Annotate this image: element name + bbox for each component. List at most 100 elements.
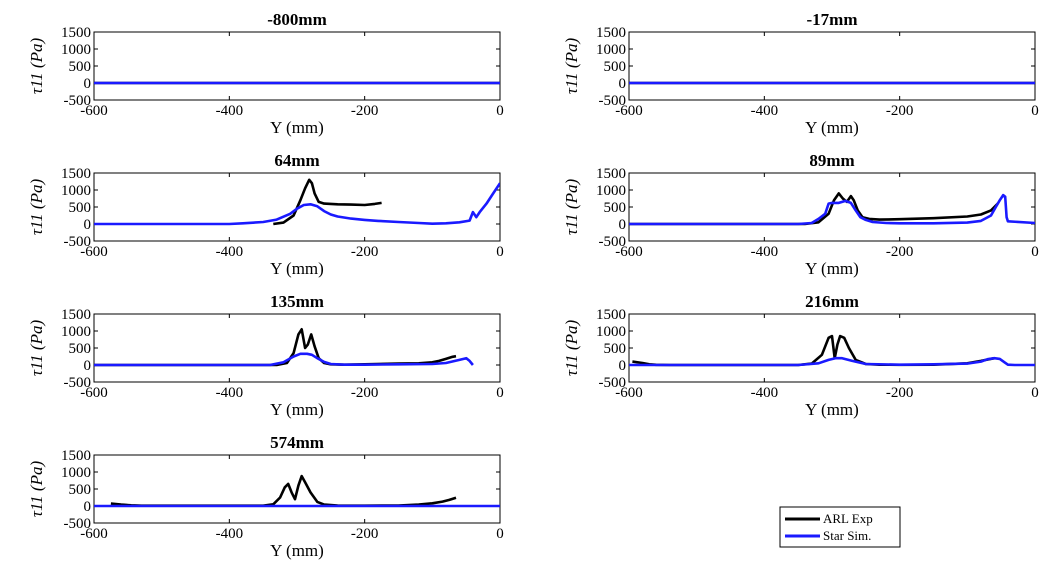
y-tick-label: 1500: [596, 307, 626, 323]
x-tick-label: -200: [351, 244, 379, 260]
y-tick-label: 1000: [596, 324, 626, 340]
y-tick-label: 1000: [596, 42, 626, 58]
y-tick-label: 500: [69, 341, 92, 357]
series-line-star-sim: [94, 182, 500, 226]
x-tick-label: 0: [496, 526, 504, 542]
x-axis-label: Y (mm): [805, 259, 859, 278]
series-line-arl-exp: [110, 474, 457, 508]
legend-label-star-sim: Star Sim.: [823, 528, 871, 543]
x-tick-label: -600: [80, 526, 108, 542]
y-tick-label: 1500: [596, 25, 626, 41]
x-axis-label: Y (mm): [805, 118, 859, 137]
y-tick-label: 500: [604, 59, 627, 75]
x-tick-label: -200: [351, 385, 379, 401]
y-tick-label: -500: [64, 516, 92, 532]
y-tick-label: 1000: [61, 183, 91, 199]
x-axis-label: Y (mm): [270, 541, 324, 560]
y-axis-label: τ11 (Pa): [27, 320, 46, 377]
x-tick-label: 0: [496, 103, 504, 119]
subplot-title: 64mm: [274, 151, 319, 170]
y-axis-label: τ11 (Pa): [27, 461, 46, 518]
x-tick-label: -400: [751, 103, 779, 119]
x-tick-label: -200: [351, 103, 379, 119]
y-tick-label: 1500: [596, 166, 626, 182]
y-tick-label: 500: [604, 200, 627, 216]
x-tick-label: 0: [1031, 385, 1039, 401]
subplot-title: -800mm: [267, 10, 326, 29]
x-tick-label: -200: [886, 103, 914, 119]
x-tick-label: 0: [496, 385, 504, 401]
x-tick-label: -400: [216, 526, 244, 542]
x-tick-label: -400: [216, 103, 244, 119]
x-tick-label: -200: [886, 385, 914, 401]
y-tick-label: 1500: [61, 25, 91, 41]
series-line-arl-exp: [273, 178, 382, 226]
y-tick-label: 0: [84, 358, 92, 374]
subplot-title: -17mm: [807, 10, 858, 29]
y-axis-label: τ11 (Pa): [562, 320, 581, 377]
x-tick-label: -400: [751, 385, 779, 401]
y-tick-label: 1000: [61, 42, 91, 58]
y-tick-label: 500: [69, 59, 92, 75]
subplot-title: 135mm: [270, 292, 324, 311]
y-tick-label: -500: [64, 93, 92, 109]
legend: ARL Exp Star Sim.: [779, 506, 901, 548]
y-tick-label: 1000: [61, 465, 91, 481]
y-tick-label: 1500: [61, 166, 91, 182]
axes-frame: [628, 313, 1036, 383]
x-axis-label: Y (mm): [270, 118, 324, 137]
legend-box: [779, 506, 901, 548]
y-tick-label: 0: [84, 76, 92, 92]
y-tick-label: 0: [619, 217, 627, 233]
y-tick-label: 1500: [61, 307, 91, 323]
series-line-star-sim: [94, 352, 474, 367]
x-tick-label: -400: [751, 244, 779, 260]
y-tick-label: -500: [599, 375, 627, 391]
subplot-title: 89mm: [809, 151, 854, 170]
y-tick-label: 500: [69, 482, 92, 498]
y-tick-label: 1500: [61, 448, 91, 464]
series-line-arl-exp: [629, 192, 999, 226]
y-tick-label: 0: [619, 358, 627, 374]
y-axis-label: τ11 (Pa): [27, 179, 46, 236]
x-tick-label: 0: [496, 244, 504, 260]
x-tick-label: -600: [615, 385, 643, 401]
x-axis-label: Y (mm): [270, 259, 324, 278]
x-tick-label: -600: [80, 244, 108, 260]
x-tick-label: 0: [1031, 244, 1039, 260]
y-tick-label: -500: [599, 93, 627, 109]
x-tick-label: -600: [80, 103, 108, 119]
series-line-arl-exp: [94, 327, 457, 367]
x-axis-label: Y (mm): [270, 400, 324, 419]
axes-frame: [628, 31, 1036, 101]
y-axis-label: τ11 (Pa): [562, 38, 581, 95]
y-axis-label: τ11 (Pa): [562, 179, 581, 236]
y-tick-label: 500: [604, 341, 627, 357]
subplot-title: 216mm: [805, 292, 859, 311]
y-axis-label: τ11 (Pa): [27, 38, 46, 95]
series-line-star-sim: [629, 356, 1035, 367]
series-line-star-sim: [629, 193, 1035, 226]
y-tick-label: 1000: [61, 324, 91, 340]
axes-frame: [93, 31, 501, 101]
x-tick-label: -200: [351, 526, 379, 542]
y-tick-label: 0: [84, 499, 92, 515]
x-tick-label: -600: [615, 103, 643, 119]
y-tick-label: 500: [69, 200, 92, 216]
y-tick-label: 1000: [596, 183, 626, 199]
x-tick-label: 0: [1031, 103, 1039, 119]
series-line-arl-exp: [632, 334, 995, 367]
legend-label-arl-exp: ARL Exp: [823, 511, 873, 526]
axes-frame: [93, 313, 501, 383]
y-tick-label: -500: [64, 234, 92, 250]
x-axis-label: Y (mm): [805, 400, 859, 419]
x-tick-label: -400: [216, 385, 244, 401]
x-tick-label: -600: [80, 385, 108, 401]
